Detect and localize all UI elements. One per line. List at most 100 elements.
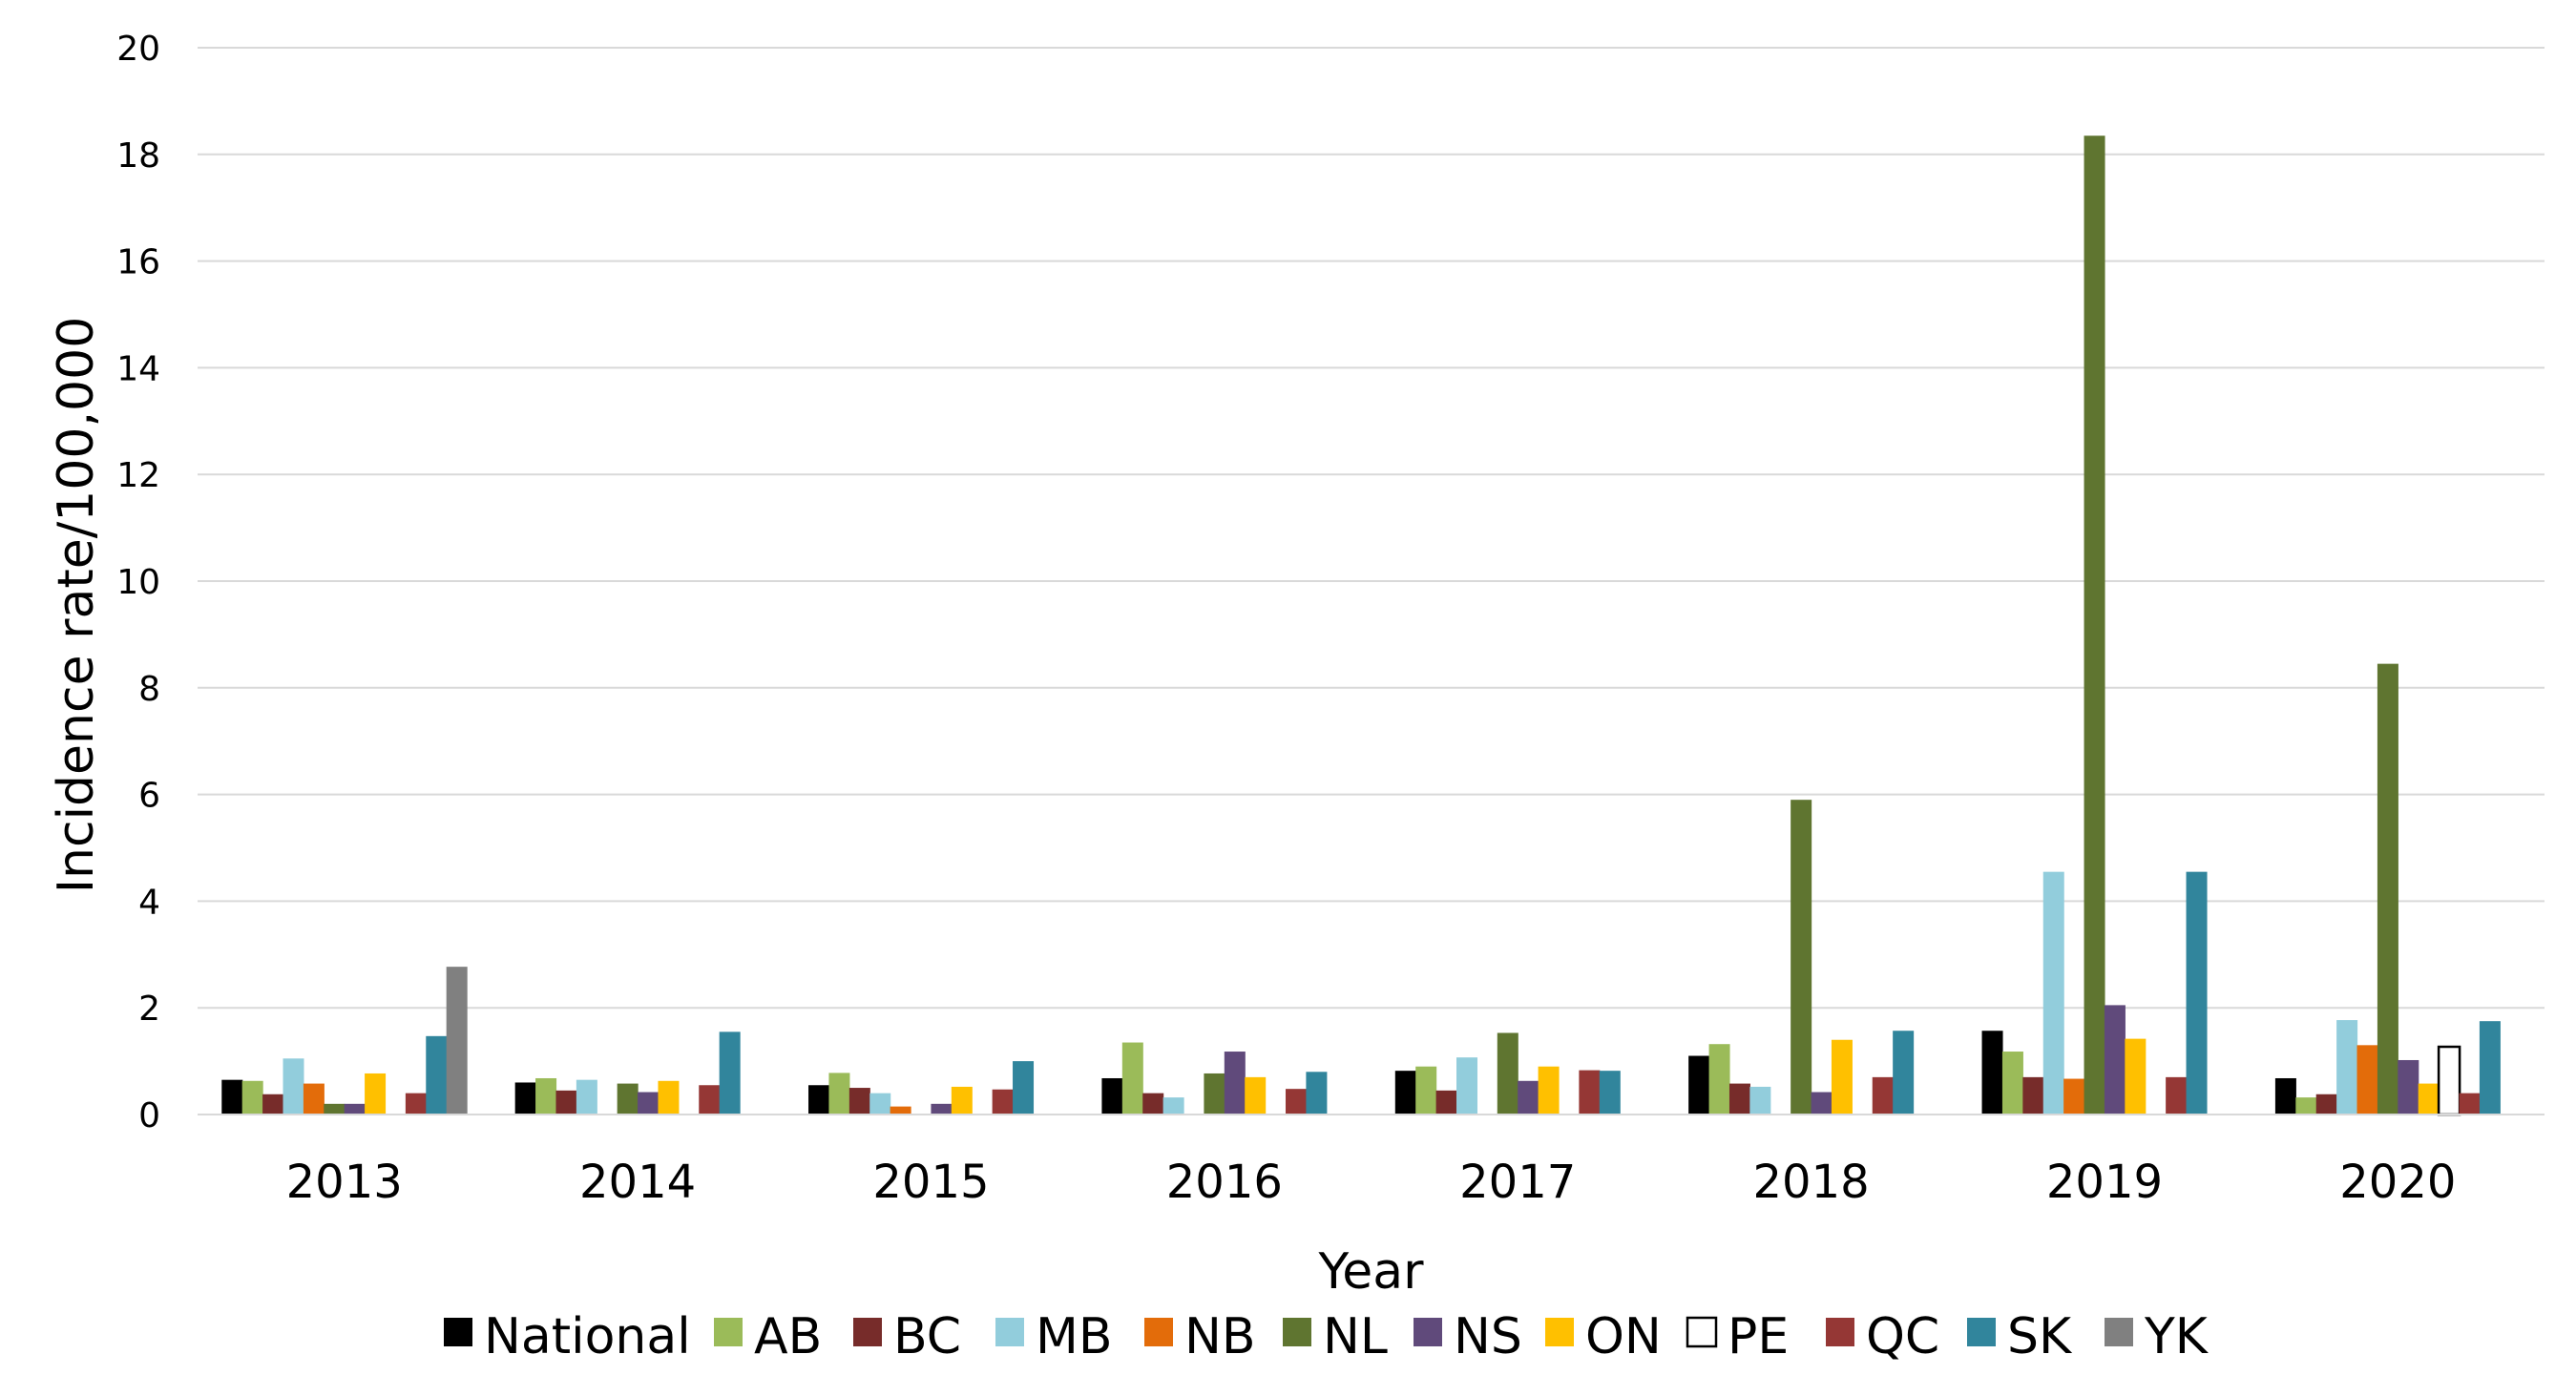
bar-on-2020 xyxy=(2418,1083,2440,1115)
legend-label-nb: NB xyxy=(1184,1308,1256,1365)
bar-qc-2019 xyxy=(2166,1076,2188,1115)
bar-national-2014 xyxy=(514,1082,536,1115)
bar-national-2020 xyxy=(2274,1077,2296,1115)
x-tick-label: 2019 xyxy=(2046,1156,2163,1209)
legend-swatch-nb xyxy=(1144,1318,1173,1346)
bar-ns-2020 xyxy=(2398,1059,2419,1115)
y-axis-title: Incidence rate/100,000 xyxy=(48,317,105,894)
y-tick-label: 18 xyxy=(116,136,160,176)
bar-nl-2013 xyxy=(324,1103,346,1115)
bar-yk-2013 xyxy=(446,967,468,1115)
legend-label-ns: NS xyxy=(1454,1308,1522,1365)
bar-ns-2013 xyxy=(344,1103,366,1115)
legend-label-national: National xyxy=(484,1308,691,1365)
legend-swatch-sk xyxy=(1967,1318,1996,1346)
x-axis-title: Year xyxy=(1317,1243,1424,1301)
bar-ns-2017 xyxy=(1518,1080,1539,1115)
bar-national-2016 xyxy=(1101,1077,1123,1115)
legend-label-ab: AB xyxy=(754,1308,822,1365)
bar-qc-2014 xyxy=(699,1085,721,1115)
bar-sk-2015 xyxy=(1013,1061,1035,1115)
bar-mb-2016 xyxy=(1162,1097,1184,1115)
legend-label-qc: QC xyxy=(1866,1308,1939,1365)
x-tick-label: 2017 xyxy=(1459,1156,1576,1209)
bar-ab-2020 xyxy=(2295,1097,2317,1115)
bar-ab-2017 xyxy=(1415,1066,1437,1115)
bar-ab-2013 xyxy=(241,1080,263,1115)
y-tick-label: 6 xyxy=(138,777,160,816)
y-tick-label: 2 xyxy=(138,990,160,1029)
bar-sk-2018 xyxy=(1893,1031,1915,1115)
y-tick-label: 14 xyxy=(116,349,160,388)
bar-nl-2018 xyxy=(1791,800,1812,1115)
legend-label-mb: MB xyxy=(1036,1308,1113,1365)
bar-on-2014 xyxy=(658,1080,680,1115)
legend-label-nl: NL xyxy=(1323,1308,1388,1365)
bar-ab-2015 xyxy=(828,1073,850,1115)
bar-ns-2016 xyxy=(1224,1052,1246,1115)
legend-swatch-yk xyxy=(2105,1318,2133,1346)
bar-qc-2018 xyxy=(1872,1076,1894,1115)
bar-nl-2016 xyxy=(1204,1073,1225,1115)
y-tick-label: 16 xyxy=(116,243,160,282)
bar-mb-2013 xyxy=(283,1058,304,1115)
bar-qc-2016 xyxy=(1286,1089,1308,1115)
bar-sk-2019 xyxy=(2186,871,2208,1115)
x-tick-label: 2018 xyxy=(1752,1156,1869,1209)
bar-sk-2014 xyxy=(719,1031,741,1115)
bar-pe-2020 xyxy=(2437,1045,2461,1116)
bar-mb-2018 xyxy=(1749,1086,1771,1115)
bar-bc-2015 xyxy=(848,1088,870,1115)
bar-ab-2014 xyxy=(535,1077,557,1115)
legend-swatch-nl xyxy=(1283,1318,1311,1346)
bar-nl-2014 xyxy=(617,1083,639,1115)
legend-swatch-qc xyxy=(1826,1318,1854,1346)
bar-on-2019 xyxy=(2125,1038,2147,1115)
x-tick-labels: 2013 2014 2015 2016 2017 2018 2019 2020 xyxy=(286,1156,2457,1209)
bar-mb-2017 xyxy=(1456,1057,1477,1115)
bar-mb-2020 xyxy=(2336,1020,2358,1115)
bar-ns-2019 xyxy=(2104,1005,2126,1115)
y-tick-labels: 0 2 4 6 8 10 12 14 16 18 20 xyxy=(116,30,160,1136)
bar-on-2013 xyxy=(365,1073,387,1115)
bar-sk-2017 xyxy=(1599,1071,1621,1115)
gridlines xyxy=(198,47,2545,1010)
bars xyxy=(221,135,2501,1116)
bar-national-2017 xyxy=(1394,1071,1416,1115)
bar-nl-2017 xyxy=(1497,1032,1518,1115)
bar-nb-2020 xyxy=(2356,1045,2378,1115)
bar-ab-2016 xyxy=(1121,1042,1143,1115)
legend-label-yk: YK xyxy=(2144,1308,2209,1365)
legend-swatch-ab xyxy=(714,1318,743,1346)
bar-nb-2015 xyxy=(890,1106,911,1115)
bar-sk-2013 xyxy=(426,1035,448,1115)
bar-bc-2019 xyxy=(2022,1076,2044,1115)
bar-sk-2016 xyxy=(1306,1072,1328,1115)
legend-swatch-ns xyxy=(1414,1318,1442,1346)
bar-mb-2014 xyxy=(576,1079,597,1115)
y-tick-label: 12 xyxy=(116,456,160,495)
bar-ns-2014 xyxy=(638,1092,660,1115)
bar-mb-2019 xyxy=(2042,871,2064,1115)
bar-ab-2018 xyxy=(1708,1044,1730,1115)
x-tick-label: 2015 xyxy=(872,1156,989,1209)
bar-qc-2017 xyxy=(1579,1070,1601,1115)
legend-swatch-mb xyxy=(995,1318,1024,1346)
y-tick-label: 0 xyxy=(138,1096,160,1136)
bar-bc-2013 xyxy=(262,1094,284,1115)
bar-ns-2018 xyxy=(1811,1092,1833,1115)
legend-label-bc: BC xyxy=(893,1308,961,1365)
x-tick-label: 2016 xyxy=(1166,1156,1283,1209)
bar-bc-2018 xyxy=(1728,1083,1750,1115)
bar-national-2019 xyxy=(1981,1031,2003,1115)
bar-bc-2020 xyxy=(2315,1094,2337,1115)
legend-swatch-on xyxy=(1545,1318,1574,1346)
y-tick-label: 10 xyxy=(116,563,160,602)
bar-ns-2015 xyxy=(931,1103,953,1115)
bar-on-2015 xyxy=(951,1086,973,1115)
x-tick-label: 2020 xyxy=(2339,1156,2456,1209)
bar-national-2015 xyxy=(808,1085,830,1115)
x-tick-label: 2014 xyxy=(579,1156,696,1209)
